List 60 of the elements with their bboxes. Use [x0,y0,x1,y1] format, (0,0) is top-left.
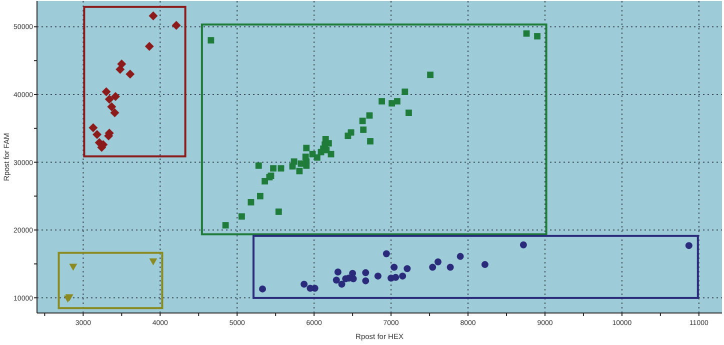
point [289,163,296,170]
point [255,162,262,169]
point [362,269,370,276]
point [208,37,214,44]
point [111,92,120,102]
point [392,274,400,281]
point [278,165,284,172]
point [110,108,120,118]
point [314,154,320,161]
point [144,42,154,51]
point [248,199,254,206]
point [259,285,266,292]
point [257,192,264,200]
point [107,102,116,112]
point [104,94,114,104]
point [126,70,135,79]
point [456,252,464,260]
point [332,276,340,284]
point [378,98,386,104]
point [238,213,245,220]
point [446,264,454,271]
point [404,265,411,272]
point [685,242,692,250]
point [374,272,382,280]
point [338,280,346,288]
point [359,118,366,124]
point [270,165,276,172]
point [275,208,282,215]
point [402,88,408,95]
point [434,258,442,266]
point [262,178,268,184]
point [303,144,310,152]
point [149,258,158,266]
point [399,272,406,280]
point [390,264,398,271]
point [92,130,102,139]
point [382,250,390,258]
point [350,275,357,282]
point [334,268,342,276]
point [360,126,367,133]
point [172,20,181,30]
point [102,87,111,96]
point [406,110,412,116]
point [534,33,540,40]
point [362,277,370,284]
point [222,222,229,228]
point [344,132,352,140]
point [481,261,488,268]
point [300,280,308,288]
point [429,264,436,271]
point [148,11,158,20]
point [88,123,98,132]
point [520,241,527,248]
point [296,168,303,174]
point [394,98,400,104]
point [328,150,334,158]
point [367,138,374,144]
point [427,72,434,78]
point [298,160,304,167]
point [69,264,78,271]
